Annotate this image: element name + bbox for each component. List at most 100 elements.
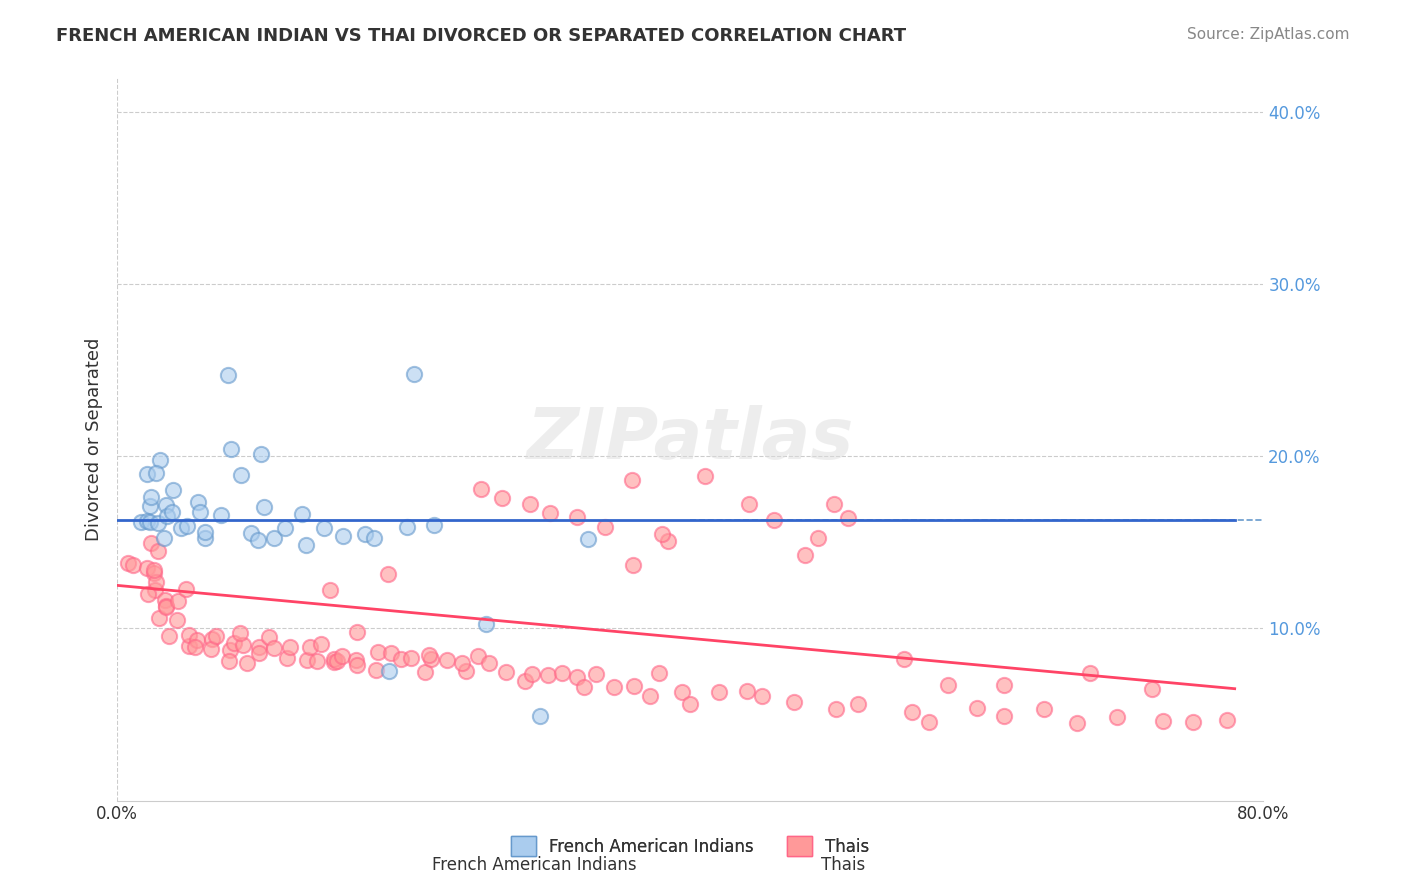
Point [846,697,869,711]
Point [576,533,599,547]
Point [188,505,211,519]
Point [229,467,252,482]
Point [219,643,242,657]
Point [363,531,385,545]
Point [250,447,273,461]
Point [401,650,423,665]
Point [585,666,607,681]
Point [139,515,162,529]
Point [651,527,673,541]
Point [782,695,804,709]
Point [330,648,353,663]
Point [413,665,436,679]
Point [135,561,157,575]
Point [491,491,513,506]
Point [309,637,332,651]
Point [148,611,170,625]
Point [299,640,322,654]
Point [418,648,440,662]
Point [918,715,941,730]
Point [893,652,915,666]
Point [153,531,176,545]
Point [519,497,541,511]
Text: FRENCH AMERICAN INDIAN VS THAI DIVORCED OR SEPARATED CORRELATION CHART: FRENCH AMERICAN INDIAN VS THAI DIVORCED … [56,27,907,45]
Point [495,665,517,680]
Text: ZIPatlas: ZIPatlas [527,405,853,474]
Point [122,558,145,573]
Text: French American Indians: French American Indians [432,856,637,874]
Point [572,680,595,694]
Point [294,538,316,552]
Point [276,650,298,665]
Point [136,587,159,601]
Point [671,685,693,699]
Point [456,664,478,678]
Point [186,632,208,647]
Point [194,525,217,540]
Point [149,452,172,467]
Point [513,673,536,688]
Point [145,575,167,590]
Point [295,653,318,667]
Point [174,582,197,597]
Point [679,697,702,711]
Point [900,705,922,719]
Point [378,664,401,678]
Point [366,664,388,678]
Point [693,469,716,483]
Point [229,626,252,640]
Point [200,642,222,657]
Point [232,638,254,652]
Point [162,483,184,498]
Point [145,466,167,480]
Point [551,666,574,681]
Point [148,516,170,531]
Point [621,558,644,572]
Point [529,709,551,723]
Point [467,649,489,664]
Point [187,495,209,509]
Point [1032,702,1054,716]
Point [793,548,815,562]
Point [1182,714,1205,729]
Point [247,640,270,654]
Point [621,473,644,487]
Point [117,556,139,570]
Point [538,506,561,520]
Point [993,709,1015,723]
Point [209,508,232,522]
Point [274,521,297,535]
Point [219,442,242,456]
Point [236,656,259,670]
Point [344,652,367,666]
Point [246,533,269,547]
Point [638,689,661,703]
Point [751,689,773,703]
Point [623,679,645,693]
Point [218,654,240,668]
Y-axis label: Divorced or Separated: Divorced or Separated [86,337,103,541]
Point [520,667,543,681]
Point [157,629,180,643]
Point [657,534,679,549]
Point [478,656,501,670]
Point [738,498,761,512]
Point [257,630,280,644]
Point [143,583,166,598]
Point [247,646,270,660]
Point [395,520,418,534]
Legend: French American Indians, Thais: French American Indians, Thais [502,828,877,864]
Point [536,668,558,682]
Point [367,645,389,659]
Point [936,678,959,692]
Point [419,652,441,666]
Point [475,617,498,632]
Point [166,593,188,607]
Point [648,665,671,680]
Point [177,628,200,642]
Point [184,640,207,654]
Point [240,526,263,541]
Point [470,482,492,496]
Point [993,678,1015,692]
Point [139,499,162,513]
